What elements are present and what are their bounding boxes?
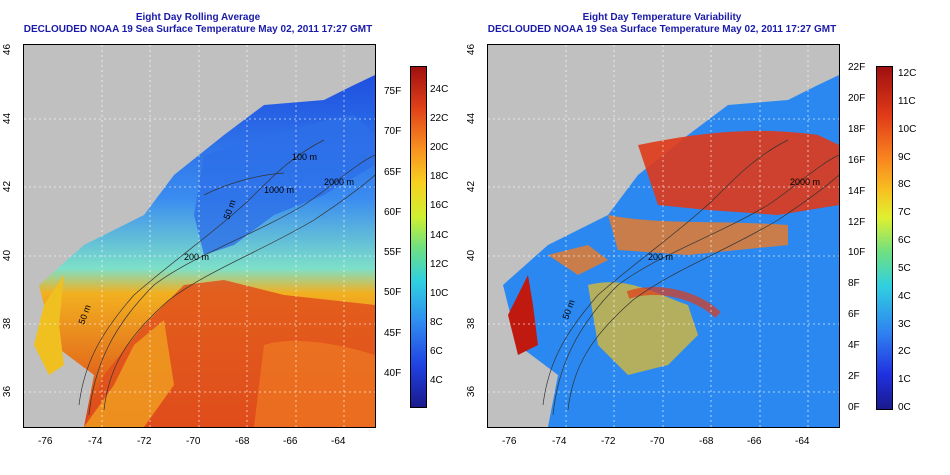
right-colorbar-c-label: 8C — [898, 179, 911, 191]
x-tick: -74 — [552, 436, 567, 447]
y-tick: 42 — [2, 180, 14, 193]
x-tick: -72 — [601, 436, 616, 447]
left-colorbar-c-label: 12C — [430, 258, 449, 270]
right-colorbar-f-label: 14F — [848, 185, 866, 197]
right-colorbar-f-label: 2F — [848, 371, 860, 383]
x-tick: -68 — [699, 436, 714, 447]
left-colorbar-c-label: 22C — [430, 113, 449, 125]
right-colorbar-c-label: 4C — [898, 290, 911, 302]
left-colorbar-f-label: 55F — [384, 247, 402, 259]
right-title-line1: Eight Day Temperature Variability — [582, 12, 742, 23]
left-title-line1: Eight Day Rolling Average — [135, 12, 261, 23]
left-colorbar-c-label: 16C — [430, 200, 449, 212]
right-colorbar-c-label: 11C — [898, 95, 916, 107]
left-contour-label: 200 m — [184, 252, 209, 262]
left-colorbar-f-label: 40F — [384, 368, 402, 379]
right-colorbar-c-label: 0C — [898, 402, 911, 413]
y-tick: 38 — [2, 317, 14, 330]
left-colorbar-c-label: 14C — [430, 229, 449, 241]
x-tick: -66 — [747, 436, 762, 447]
x-tick: -74 — [88, 436, 103, 447]
y-tick: 46 — [2, 43, 14, 56]
right-colorbar-c-label: 9C — [898, 151, 911, 163]
right-colorbar-c-label: 10C — [898, 123, 917, 135]
y-tick: 44 — [466, 112, 478, 125]
right-colorbar-c-label: 7C — [898, 207, 911, 219]
right-colorbar-f-label: 6F — [848, 309, 860, 321]
left-colorbar-f-label: 75F — [384, 86, 402, 97]
right-colorbar-f-label: 8F — [848, 278, 860, 290]
right-contour-label: 200 m — [648, 252, 673, 262]
x-tick: -64 — [795, 436, 810, 447]
y-tick: 44 — [2, 112, 14, 125]
left-colorbar-f-label: 50F — [384, 287, 402, 299]
right-colorbar-f-label: 20F — [848, 92, 866, 104]
right-contour-label: 2000 m — [790, 177, 820, 187]
left-colorbar — [410, 66, 427, 408]
x-tick: -64 — [331, 436, 346, 447]
left-colorbar-c-label: 24C — [430, 84, 449, 95]
left-contour-label: 2000 m — [324, 177, 354, 187]
right-colorbar-c-label: 5C — [898, 262, 911, 274]
x-tick: -76 — [38, 436, 53, 447]
right-colorbar-c-label: 2C — [898, 346, 911, 358]
left-sst-map: 100 m 1000 m 2000 m 200 m 50 m 50 m — [23, 44, 376, 428]
left-colorbar-c-label: 10C — [430, 287, 449, 299]
left-contour-label: 1000 m — [264, 185, 294, 195]
right-colorbar — [876, 66, 893, 410]
x-tick: -72 — [137, 436, 152, 447]
right-colorbar-f-label: 22F — [848, 62, 866, 73]
y-tick: 36 — [466, 385, 478, 398]
y-tick: 36 — [2, 385, 14, 398]
y-tick: 40 — [2, 249, 14, 262]
left-colorbar-c-label: 6C — [430, 345, 443, 357]
y-tick: 42 — [466, 180, 478, 193]
x-tick: -76 — [502, 436, 517, 447]
right-colorbar-c-label: 12C — [898, 68, 917, 79]
left-colorbar-c-label: 18C — [430, 171, 449, 183]
y-tick: 38 — [466, 317, 478, 330]
right-colorbar-c-label: 3C — [898, 318, 911, 330]
x-tick: -66 — [283, 436, 298, 447]
left-colorbar-f-label: 45F — [384, 327, 402, 339]
y-tick: 46 — [466, 43, 478, 56]
right-colorbar-c-label: 6C — [898, 235, 911, 246]
right-title-line2: DECLOUDED NOAA 19 Sea Surface Temperatur… — [487, 24, 837, 35]
x-tick: -70 — [650, 436, 665, 447]
right-colorbar-f-label: 4F — [848, 340, 860, 352]
left-colorbar-c-label: 8C — [430, 316, 443, 328]
right-colorbar-f-label: 0F — [848, 402, 860, 413]
right-variability-map: 2000 m 200 m 50 m — [487, 44, 840, 428]
right-colorbar-f-label: 10F — [848, 247, 866, 259]
x-tick: -68 — [235, 436, 250, 447]
left-colorbar-c-label: 20C — [430, 142, 449, 154]
left-colorbar-f-label: 60F — [384, 206, 402, 218]
left-contour-label: 100 m — [292, 152, 317, 162]
left-colorbar-c-label: 4C — [430, 375, 443, 386]
right-colorbar-f-label: 12F — [848, 216, 866, 228]
y-tick: 40 — [466, 249, 478, 262]
x-tick: -70 — [186, 436, 201, 447]
left-colorbar-f-label: 70F — [384, 126, 402, 138]
right-colorbar-c-label: 1C — [898, 374, 911, 386]
right-colorbar-f-label: 18F — [848, 123, 866, 135]
left-title-line2: DECLOUDED NOAA 19 Sea Surface Temperatur… — [23, 24, 373, 35]
left-colorbar-f-label: 65F — [384, 166, 402, 178]
right-colorbar-f-label: 16F — [848, 154, 866, 166]
